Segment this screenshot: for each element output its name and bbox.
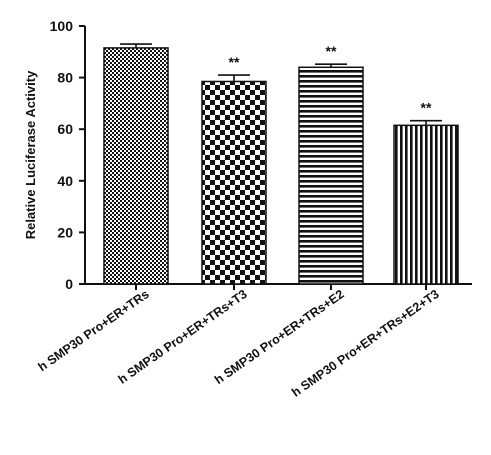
y-tick-label: 20 [57, 224, 73, 240]
significance-label: ** [229, 54, 240, 70]
y-axis: 0 20 40 60 80 100 [50, 18, 86, 292]
bar-series: ** ** ** [103, 43, 459, 285]
significance-label: ** [421, 100, 432, 116]
y-tick-label: 60 [57, 121, 73, 137]
bar [393, 124, 459, 285]
y-tick-label: 80 [57, 70, 73, 86]
bar [201, 80, 267, 285]
bar [298, 66, 364, 285]
bar [103, 47, 169, 285]
y-axis-label: Relative Luciferase Activity [23, 70, 38, 239]
x-tick-label: h SMP30 Pro+ER+TRs+E2+T3 [289, 287, 442, 400]
y-tick-group: 0 20 40 60 80 100 [50, 18, 85, 292]
y-tick-label: 40 [57, 173, 73, 189]
y-tick-label: 100 [50, 18, 74, 34]
significance-label: ** [326, 43, 337, 59]
y-tick-label: 0 [65, 276, 73, 292]
